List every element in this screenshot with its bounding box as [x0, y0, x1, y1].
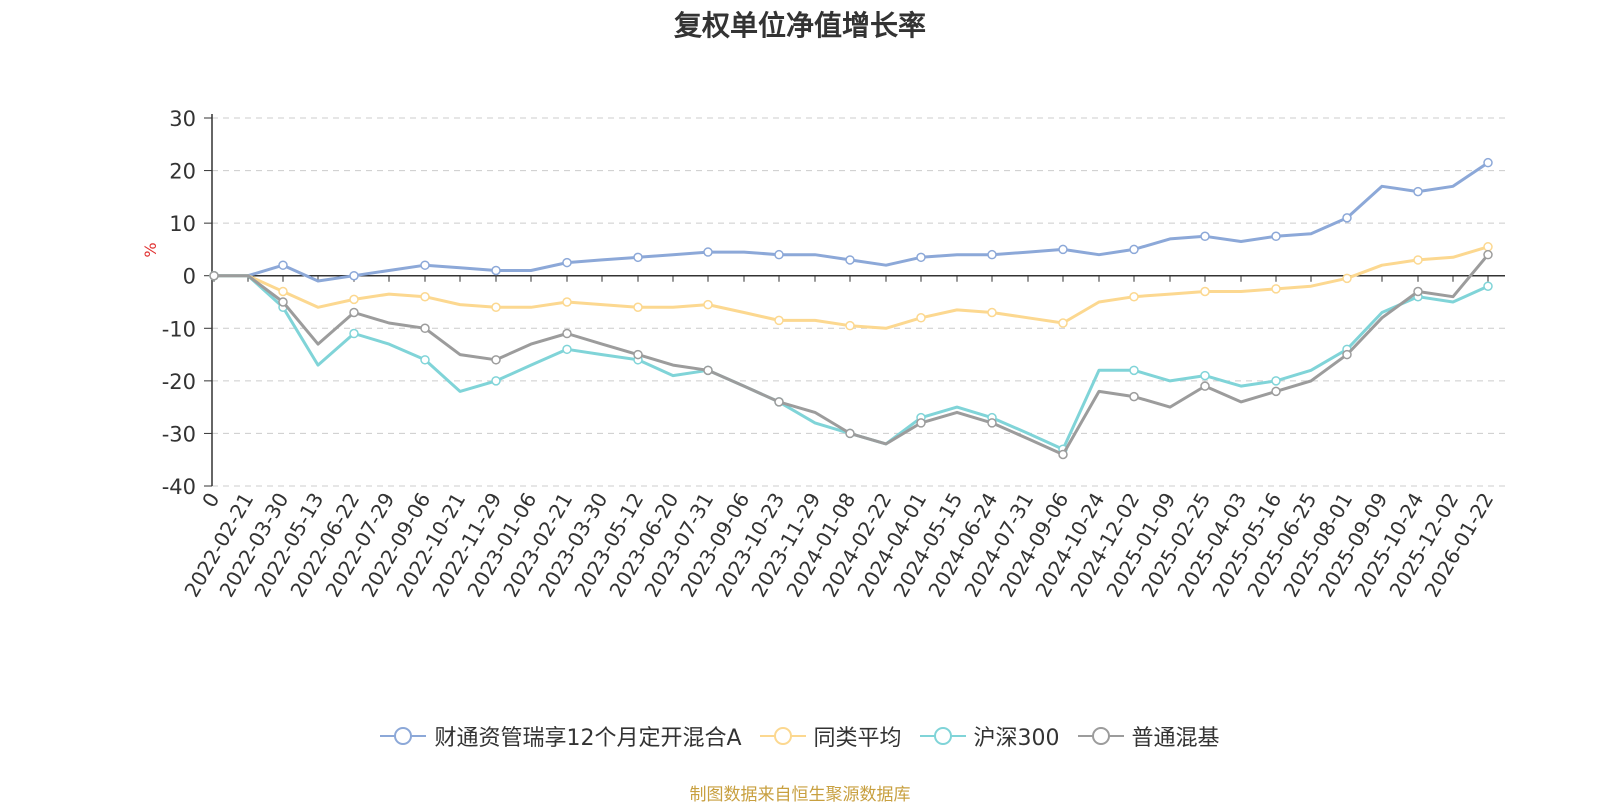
grid-layer [212, 117, 1505, 487]
series-point [1483, 157, 1493, 168]
series-point [562, 297, 572, 307]
legend-item-fund[interactable]: 财通资管瑞享12个月定开混合A [380, 720, 742, 752]
y-tick-label: -20 [162, 370, 196, 394]
series-point [349, 328, 359, 339]
series-line-3 [214, 253, 1490, 456]
x-tick-label: 0 [197, 489, 224, 512]
series-point [420, 323, 430, 334]
legend-item-peer-average[interactable]: 同类平均 [759, 720, 902, 752]
series-point [349, 307, 359, 318]
series-point [774, 397, 784, 407]
series-point [1271, 376, 1281, 386]
series-point [1200, 286, 1210, 297]
legend-label: 同类平均 [813, 726, 902, 751]
series-point [1129, 291, 1139, 302]
series-point [916, 252, 926, 263]
series-point [1271, 231, 1281, 242]
axis-layer [204, 114, 1505, 487]
series-point [349, 270, 359, 281]
series-point [987, 249, 997, 260]
legend-item-mixed-fund[interactable]: 普通混基 [1077, 720, 1220, 752]
y-tick-label: 10 [169, 212, 196, 236]
y-tick-label: 20 [169, 160, 196, 184]
y-tick-label: -10 [162, 317, 196, 341]
series-point [633, 252, 643, 263]
series-line-2 [214, 274, 1489, 451]
series-point [209, 270, 219, 281]
legend-label: 普通混基 [1131, 726, 1220, 751]
series-point [1483, 242, 1493, 252]
legend-item-csi300[interactable]: 沪深300 [919, 720, 1060, 752]
series-point [491, 376, 501, 386]
series-point [987, 418, 997, 428]
series-point [420, 355, 430, 365]
y-axis-label: % [141, 242, 160, 257]
legend-line-icon [380, 727, 427, 745]
series-point [1129, 244, 1139, 255]
legend-line-icon [919, 727, 966, 745]
series-point [1058, 244, 1068, 255]
series-point [420, 291, 430, 302]
series-point [845, 320, 855, 331]
y-tick-label: 0 [183, 265, 196, 289]
series-point [491, 302, 501, 313]
series-point [278, 260, 288, 270]
legend-label: 财通资管瑞享12个月定开混合A [434, 726, 742, 751]
series-point [987, 307, 997, 318]
series-point [916, 418, 926, 428]
series-point [1271, 386, 1281, 397]
series-point [1129, 391, 1139, 402]
series-point [562, 344, 572, 355]
series-point [1342, 273, 1352, 284]
series-point [916, 313, 926, 323]
series-point [1058, 449, 1068, 460]
series-point [1271, 284, 1281, 294]
series-point [633, 302, 643, 313]
legend-line-icon [1077, 727, 1124, 745]
series-point [420, 260, 430, 270]
series-point [703, 247, 713, 257]
series-point [774, 249, 784, 260]
series-point [1342, 349, 1352, 360]
series-point [1058, 318, 1068, 328]
series-point [703, 299, 713, 310]
series-point [562, 328, 572, 339]
series-point [774, 315, 784, 326]
legend-line-icon [759, 727, 806, 745]
series-point [562, 257, 572, 268]
y-tick-label: -40 [162, 475, 196, 499]
series-point [845, 428, 855, 439]
series-point [1200, 231, 1210, 242]
series-point [703, 365, 713, 376]
series-point [845, 255, 855, 265]
series-point [278, 297, 288, 307]
series-point [1483, 249, 1493, 260]
series-point [1483, 281, 1493, 291]
series-layer [209, 157, 1493, 460]
series-point [1413, 186, 1423, 197]
series-point [349, 294, 359, 305]
label-layer: 3020100-10-20-30-40%02022-02-212022-03-3… [141, 107, 1498, 601]
legend-label: 沪深300 [973, 726, 1060, 751]
series-point [491, 265, 501, 276]
data-source-note: 制图数据来自恒生聚源数据库 [689, 785, 911, 805]
series-point [1342, 213, 1352, 223]
y-tick-label: 30 [169, 107, 196, 131]
series-point [278, 286, 288, 297]
series-point [633, 349, 643, 360]
legend: 财通资管瑞享12个月定开混合A 同类平均 沪深300 普通混基 [0, 720, 1600, 752]
series-point [491, 355, 501, 365]
series-point [1200, 370, 1210, 381]
chart-title: 复权单位净值增长率 [673, 9, 926, 42]
series-point [1129, 365, 1139, 376]
series-point [1413, 286, 1423, 297]
series-point [1200, 381, 1210, 391]
y-tick-label: -30 [162, 422, 196, 446]
series-point [1413, 255, 1423, 265]
